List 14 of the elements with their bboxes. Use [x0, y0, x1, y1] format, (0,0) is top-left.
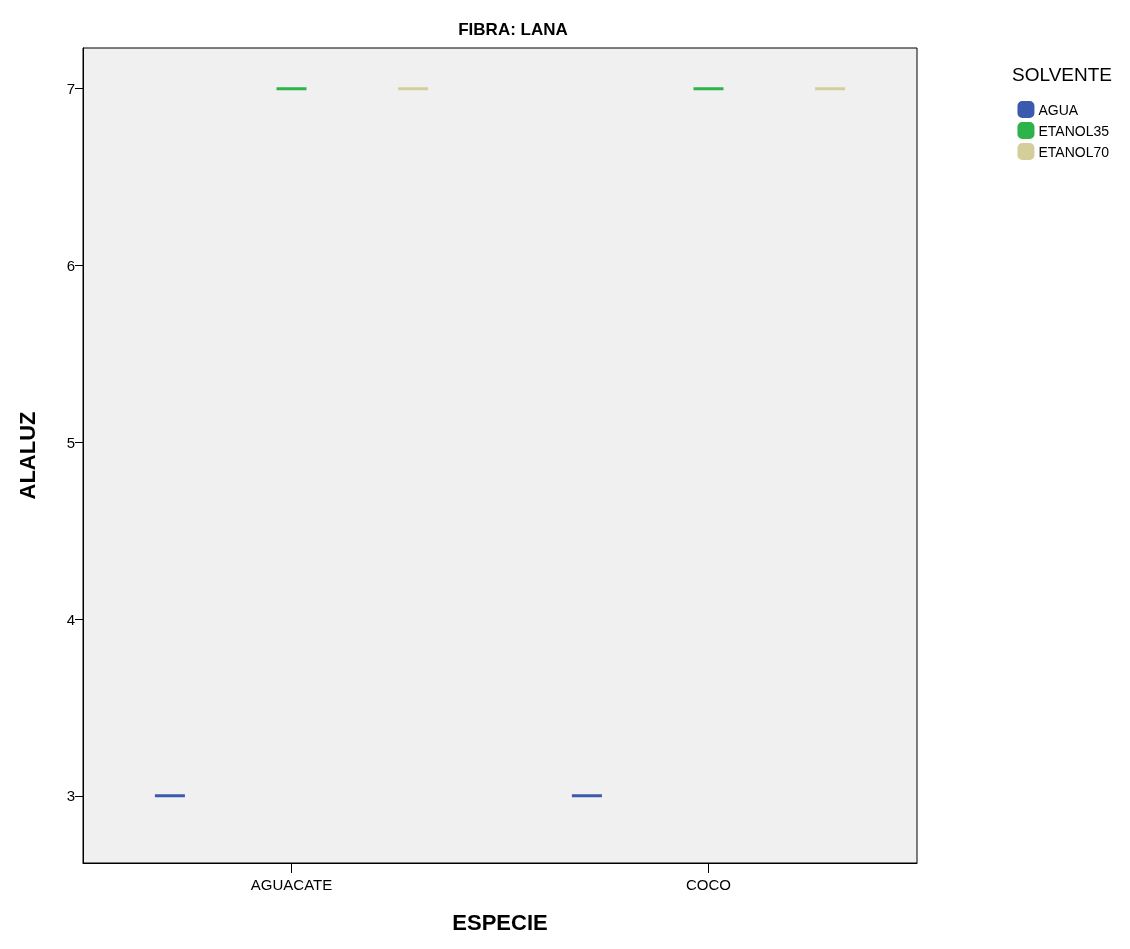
- y-tick-label: 5: [66, 433, 75, 451]
- y-tick-label: 7: [66, 80, 75, 98]
- legend-label: ETANOL35: [1038, 122, 1110, 139]
- x-tick-label: AGUACATE: [250, 876, 333, 893]
- chart-title: FIBRA: LANA: [458, 20, 568, 39]
- y-tick-label: 6: [66, 256, 75, 274]
- legend-label: ETANOL70: [1038, 143, 1110, 160]
- y-axis-title: ALALUZ: [14, 411, 40, 500]
- legend-label: AGUA: [1038, 101, 1079, 118]
- x-axis-title: ESPECIE: [452, 909, 548, 935]
- x-tick-label: COCO: [686, 876, 731, 893]
- y-tick-label: 4: [66, 610, 75, 628]
- y-tick-label: 3: [66, 787, 75, 805]
- legend-title: SOLVENTE: [1012, 64, 1113, 85]
